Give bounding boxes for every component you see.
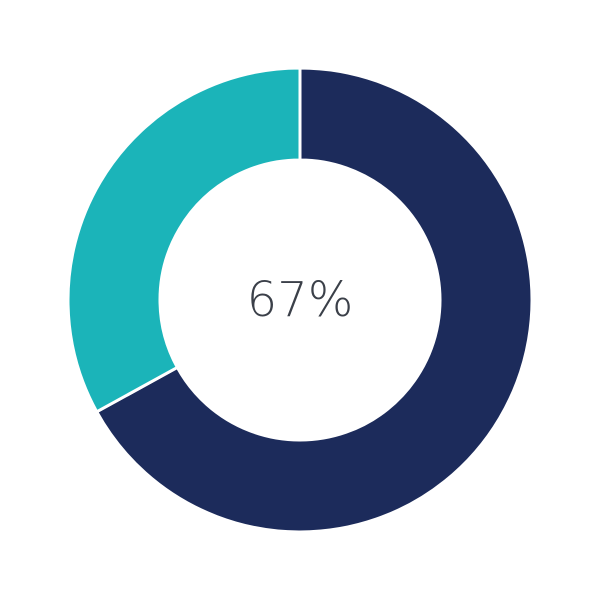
center-percentage-label: 67% <box>247 272 354 328</box>
donut-slice-1 <box>66 66 302 414</box>
donut-slice-0 <box>94 66 534 534</box>
slices-group <box>66 66 534 534</box>
